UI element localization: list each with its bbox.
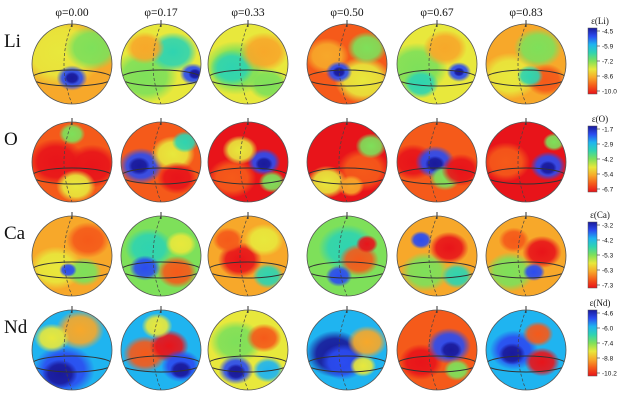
colorbar-tick-label: -10.0 xyxy=(602,88,617,95)
colorbar-Nd: ε(Nd) -4.6 -6.0 -7.4 -8.8 -10.2 xyxy=(587,298,617,377)
colorbar-scale xyxy=(587,125,598,193)
sphere-Nd-5 xyxy=(485,306,567,391)
column-label: φ=0.50 xyxy=(330,7,363,19)
row-label-Ca: Ca xyxy=(4,223,26,244)
sphere-Nd-0 xyxy=(31,306,113,391)
colorbar-tick-label: -5.4 xyxy=(602,171,614,178)
colorbar-tick-label: -2.9 xyxy=(602,141,614,148)
sphere-O-1 xyxy=(120,118,202,203)
colorbar-tick-label: -3.2 xyxy=(602,222,614,229)
sphere-Li-4 xyxy=(396,20,478,105)
colorbar-tick-label: -4.2 xyxy=(602,156,614,163)
column-label: φ=0.67 xyxy=(420,7,453,19)
row-labels: Li O Ca Nd xyxy=(4,31,28,338)
colorbar-title: ε(Ca) xyxy=(590,210,610,220)
sphere-Li-2 xyxy=(207,20,289,105)
sphere-O-2 xyxy=(207,118,289,203)
colorbar-tick-label: -4.6 xyxy=(602,310,614,317)
sphere-Ca-1 xyxy=(120,212,202,297)
sphere-O-0 xyxy=(31,118,113,203)
sphere-Nd-3 xyxy=(306,306,388,391)
sphere-O-4 xyxy=(396,118,478,203)
colorbar-title: ε(O) xyxy=(592,114,608,124)
colorbar-tick-label: -10.2 xyxy=(602,370,617,377)
colorbar-tick-label: -5.3 xyxy=(602,252,614,259)
row-label-Li: Li xyxy=(4,31,21,52)
sphere-Ca-3 xyxy=(306,212,388,297)
colorbar-title: ε(Nd) xyxy=(590,298,611,308)
sphere-Nd-4 xyxy=(396,306,478,391)
colorbar-tick-label: -7.3 xyxy=(602,282,614,289)
colorbar-tick-label: -8.6 xyxy=(602,73,614,80)
colorbar-Ca: ε(Ca) -3.2 -4.2 -5.3 -6.3 -7.3 xyxy=(587,210,614,289)
colorbar-scale xyxy=(587,309,598,377)
column-label: φ=0.00 xyxy=(55,7,88,19)
sphere-Li-0 xyxy=(31,20,113,105)
sphere-Nd-1 xyxy=(120,306,202,391)
sphere-grid xyxy=(31,20,567,391)
colorbar-tick-label: -8.8 xyxy=(602,355,614,362)
row-label-Nd: Nd xyxy=(4,317,28,338)
sphere-Ca-2 xyxy=(207,212,289,297)
sphere-O-3 xyxy=(306,118,388,203)
colorbar-title: ε(Li) xyxy=(591,16,609,26)
colorbar-tick-label: -4.5 xyxy=(602,28,614,35)
column-label: φ=0.33 xyxy=(231,7,264,19)
colorbar-scale xyxy=(587,221,598,289)
colorbar-tick-label: -6.7 xyxy=(602,186,614,193)
sphere-Li-3 xyxy=(306,20,388,105)
colorbar-Li: ε(Li) -4.5 -5.9 -7.2 -8.6 -10.0 xyxy=(587,16,617,95)
colorbar-scale xyxy=(587,27,598,95)
column-label: φ=0.17 xyxy=(144,7,177,19)
colorbars: ε(Li) -4.5 -5.9 -7.2 -8.6 -10.0 ε(O) -1.7 -2.9 -4… xyxy=(587,16,617,377)
colorbar-tick-label: -4.2 xyxy=(602,237,614,244)
colorbar-tick-label: -6.3 xyxy=(602,267,614,274)
colorbar-tick-label: -5.9 xyxy=(602,43,614,50)
sphere-Ca-4 xyxy=(396,212,478,297)
sphere-O-5 xyxy=(485,118,567,203)
sphere-Ca-5 xyxy=(485,212,567,297)
colorbar-tick-label: -7.4 xyxy=(602,340,614,347)
column-label: φ=0.83 xyxy=(509,7,542,19)
colorbar-O: ε(O) -1.7 -2.9 -4.2 -5.4 -6.7 xyxy=(587,114,614,193)
column-labels: φ=0.00 φ=0.17 φ=0.33 φ=0.50 φ=0.67 φ=0.83 xyxy=(55,7,542,19)
sphere-Nd-2 xyxy=(207,306,289,391)
row-label-O: O xyxy=(4,129,18,150)
sphere-Li-1 xyxy=(120,20,202,105)
colorbar-tick-label: -1.7 xyxy=(602,126,614,133)
colorbar-tick-label: -6.0 xyxy=(602,325,614,332)
colorbar-tick-label: -7.2 xyxy=(602,58,614,65)
sphere-Li-5 xyxy=(485,20,567,105)
sphere-Ca-0 xyxy=(31,212,113,297)
